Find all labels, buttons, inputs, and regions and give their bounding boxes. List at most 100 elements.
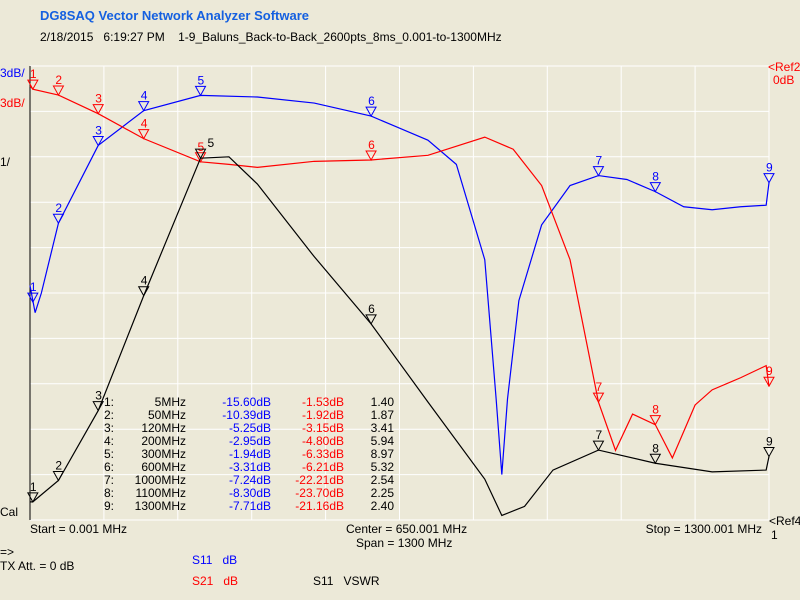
cal-label: Cal bbox=[0, 505, 19, 519]
arrow-indicator: => bbox=[0, 545, 15, 559]
marker-triangle-icon bbox=[592, 166, 605, 177]
marker-triangle-icon bbox=[592, 392, 605, 404]
marker-triangle-icon bbox=[763, 376, 775, 388]
trace-s11-db bbox=[29, 94, 770, 475]
marker-f: 600MHz bbox=[141, 460, 186, 474]
ref-bottom-marker: <Ref4 bbox=[769, 514, 800, 528]
marker-s21: -6.33dB bbox=[301, 447, 344, 461]
ref-top-text: <Ref bbox=[768, 60, 794, 74]
marker-s11: -2.95dB bbox=[228, 434, 271, 448]
span: Span = 1300 MHz bbox=[356, 536, 453, 550]
marker-s21: -1.92dB bbox=[301, 408, 344, 422]
marker-number-label: 1 bbox=[30, 67, 37, 81]
marker-number-label: 7 bbox=[595, 380, 602, 394]
marker-number-label: 8 bbox=[652, 403, 659, 417]
marker-n: 7: bbox=[104, 473, 115, 487]
marker-n: 5: bbox=[104, 447, 115, 461]
trace1-param: S11 bbox=[192, 553, 213, 567]
marker-row: 3: 120MHz -5.25dB -3.15dB 3.41 bbox=[104, 422, 394, 435]
marker-n: 1: bbox=[104, 395, 115, 409]
s21-scale-label: 3dB/ bbox=[0, 96, 25, 110]
marker-number-label: 1 bbox=[30, 280, 37, 294]
trace1-selector[interactable]: S11 dB bbox=[192, 553, 237, 567]
marker-row: 4: 200MHz -2.95dB -4.80dB 5.94 bbox=[104, 435, 394, 448]
marker-triangle-icon bbox=[365, 314, 377, 325]
date: 2/18/2015 bbox=[40, 30, 94, 44]
trace3-param: S11 bbox=[313, 574, 334, 588]
start-frequency: Start = 0.001 MHz bbox=[30, 522, 128, 536]
marker-triangle-icon bbox=[194, 85, 207, 97]
marker-f: 200MHz bbox=[141, 434, 186, 448]
ref-top-marker: <Ref21 bbox=[768, 60, 800, 74]
trace2-unit: dB bbox=[223, 574, 239, 588]
marker-s11: -7.71dB bbox=[228, 499, 271, 513]
marker-f: 120MHz bbox=[141, 421, 186, 435]
marker-s21: -6.21dB bbox=[301, 460, 344, 474]
marker-triangle-icon bbox=[52, 213, 65, 225]
marker-triangle-icon bbox=[365, 150, 377, 162]
trace2-selector[interactable]: S21 dB bbox=[192, 574, 238, 588]
time: 6:19:27 PM bbox=[103, 30, 165, 44]
marker-number-label: 2 bbox=[55, 73, 62, 87]
tx-attenuation: TX Att. = 0 dB bbox=[0, 559, 75, 573]
marker-s21: -1.53dB bbox=[301, 395, 344, 409]
center-frequency: Center = 650.001 MHz bbox=[346, 522, 468, 536]
marker-triangle-icon bbox=[137, 129, 150, 140]
trace3-unit: VSWR bbox=[343, 574, 380, 588]
marker-vswr: 2.25 bbox=[370, 486, 394, 500]
marker-vswr: 1.40 bbox=[370, 395, 394, 409]
marker-number-label: 5 bbox=[198, 140, 205, 154]
marker-triangle-icon bbox=[194, 148, 207, 160]
marker-triangle-icon bbox=[649, 415, 662, 426]
marker-triangle-icon bbox=[763, 446, 775, 458]
marker-number-label: 5 bbox=[208, 136, 215, 150]
marker-triangle-icon bbox=[92, 401, 105, 412]
marker-number-label: 4 bbox=[141, 89, 148, 103]
marker-number-label: 3 bbox=[95, 389, 102, 403]
marker-vswr: 3.41 bbox=[370, 421, 394, 435]
marker-triangle-icon bbox=[763, 173, 775, 184]
marker-s21: -4.80dB bbox=[301, 434, 344, 448]
marker-triangle-icon bbox=[52, 85, 65, 97]
marker-n: 8: bbox=[104, 486, 115, 500]
marker-triangle-icon bbox=[592, 440, 605, 452]
ref-bottom-level: 1 bbox=[771, 528, 778, 542]
trace2-param: S21 bbox=[192, 574, 214, 588]
marker-f: 300MHz bbox=[141, 447, 186, 461]
marker-row: 8: 1100MHz -8.30dB -23.70dB 2.25 bbox=[104, 487, 394, 500]
trace1-unit: dB bbox=[222, 553, 238, 567]
marker-n: 6: bbox=[104, 460, 115, 474]
marker-number-label: 4 bbox=[141, 117, 148, 131]
marker-s11: -7.24dB bbox=[228, 473, 271, 487]
marker-number-label: 1 bbox=[30, 480, 37, 494]
trace3-selector[interactable]: S11 VSWR bbox=[313, 574, 379, 588]
marker-f: 5MHz bbox=[154, 395, 186, 409]
marker-vswr: 2.40 bbox=[370, 499, 394, 513]
marker-number-label: 7 bbox=[595, 428, 602, 442]
marker-s21: -23.70dB bbox=[295, 486, 344, 500]
marker-number-label: 6 bbox=[368, 302, 375, 316]
s11-scale-label: 3dB/ bbox=[0, 66, 25, 80]
marker-number-label: 9 bbox=[766, 364, 773, 378]
marker-n: 3: bbox=[104, 421, 115, 435]
marker-triangle-icon bbox=[92, 104, 105, 115]
marker-row: 5: 300MHz -1.94dB -6.33dB 8.97 bbox=[104, 448, 394, 461]
marker-number-label: 3 bbox=[95, 123, 102, 137]
marker-s21: -21.16dB bbox=[295, 499, 344, 513]
marker-row: 7: 1000MHz -7.24dB -22.21dB 2.54 bbox=[104, 474, 394, 487]
marker-triangle-icon bbox=[26, 492, 39, 503]
marker-s11: -1.94dB bbox=[228, 447, 271, 461]
marker-row: 9: 1300MHz -7.71dB -21.16dB 2.40 bbox=[104, 500, 394, 513]
marker-row: 2: 50MHz -10.39dB -1.92dB 1.87 bbox=[104, 409, 394, 422]
marker-row: 6: 600MHz -3.31dB -6.21dB 5.32 bbox=[104, 461, 394, 474]
marker-triangle-icon bbox=[26, 79, 39, 91]
trace-s11-vswr bbox=[29, 156, 770, 517]
marker-vswr: 2.54 bbox=[370, 473, 394, 487]
marker-n: 2: bbox=[104, 408, 115, 422]
marker-triangle-icon bbox=[92, 135, 105, 147]
marker-vswr: 1.87 bbox=[370, 408, 394, 422]
vswr-scale-label: 1/ bbox=[0, 155, 11, 169]
ref-top-level: 0dB bbox=[773, 73, 795, 87]
marker-f: 1300MHz bbox=[134, 499, 186, 513]
